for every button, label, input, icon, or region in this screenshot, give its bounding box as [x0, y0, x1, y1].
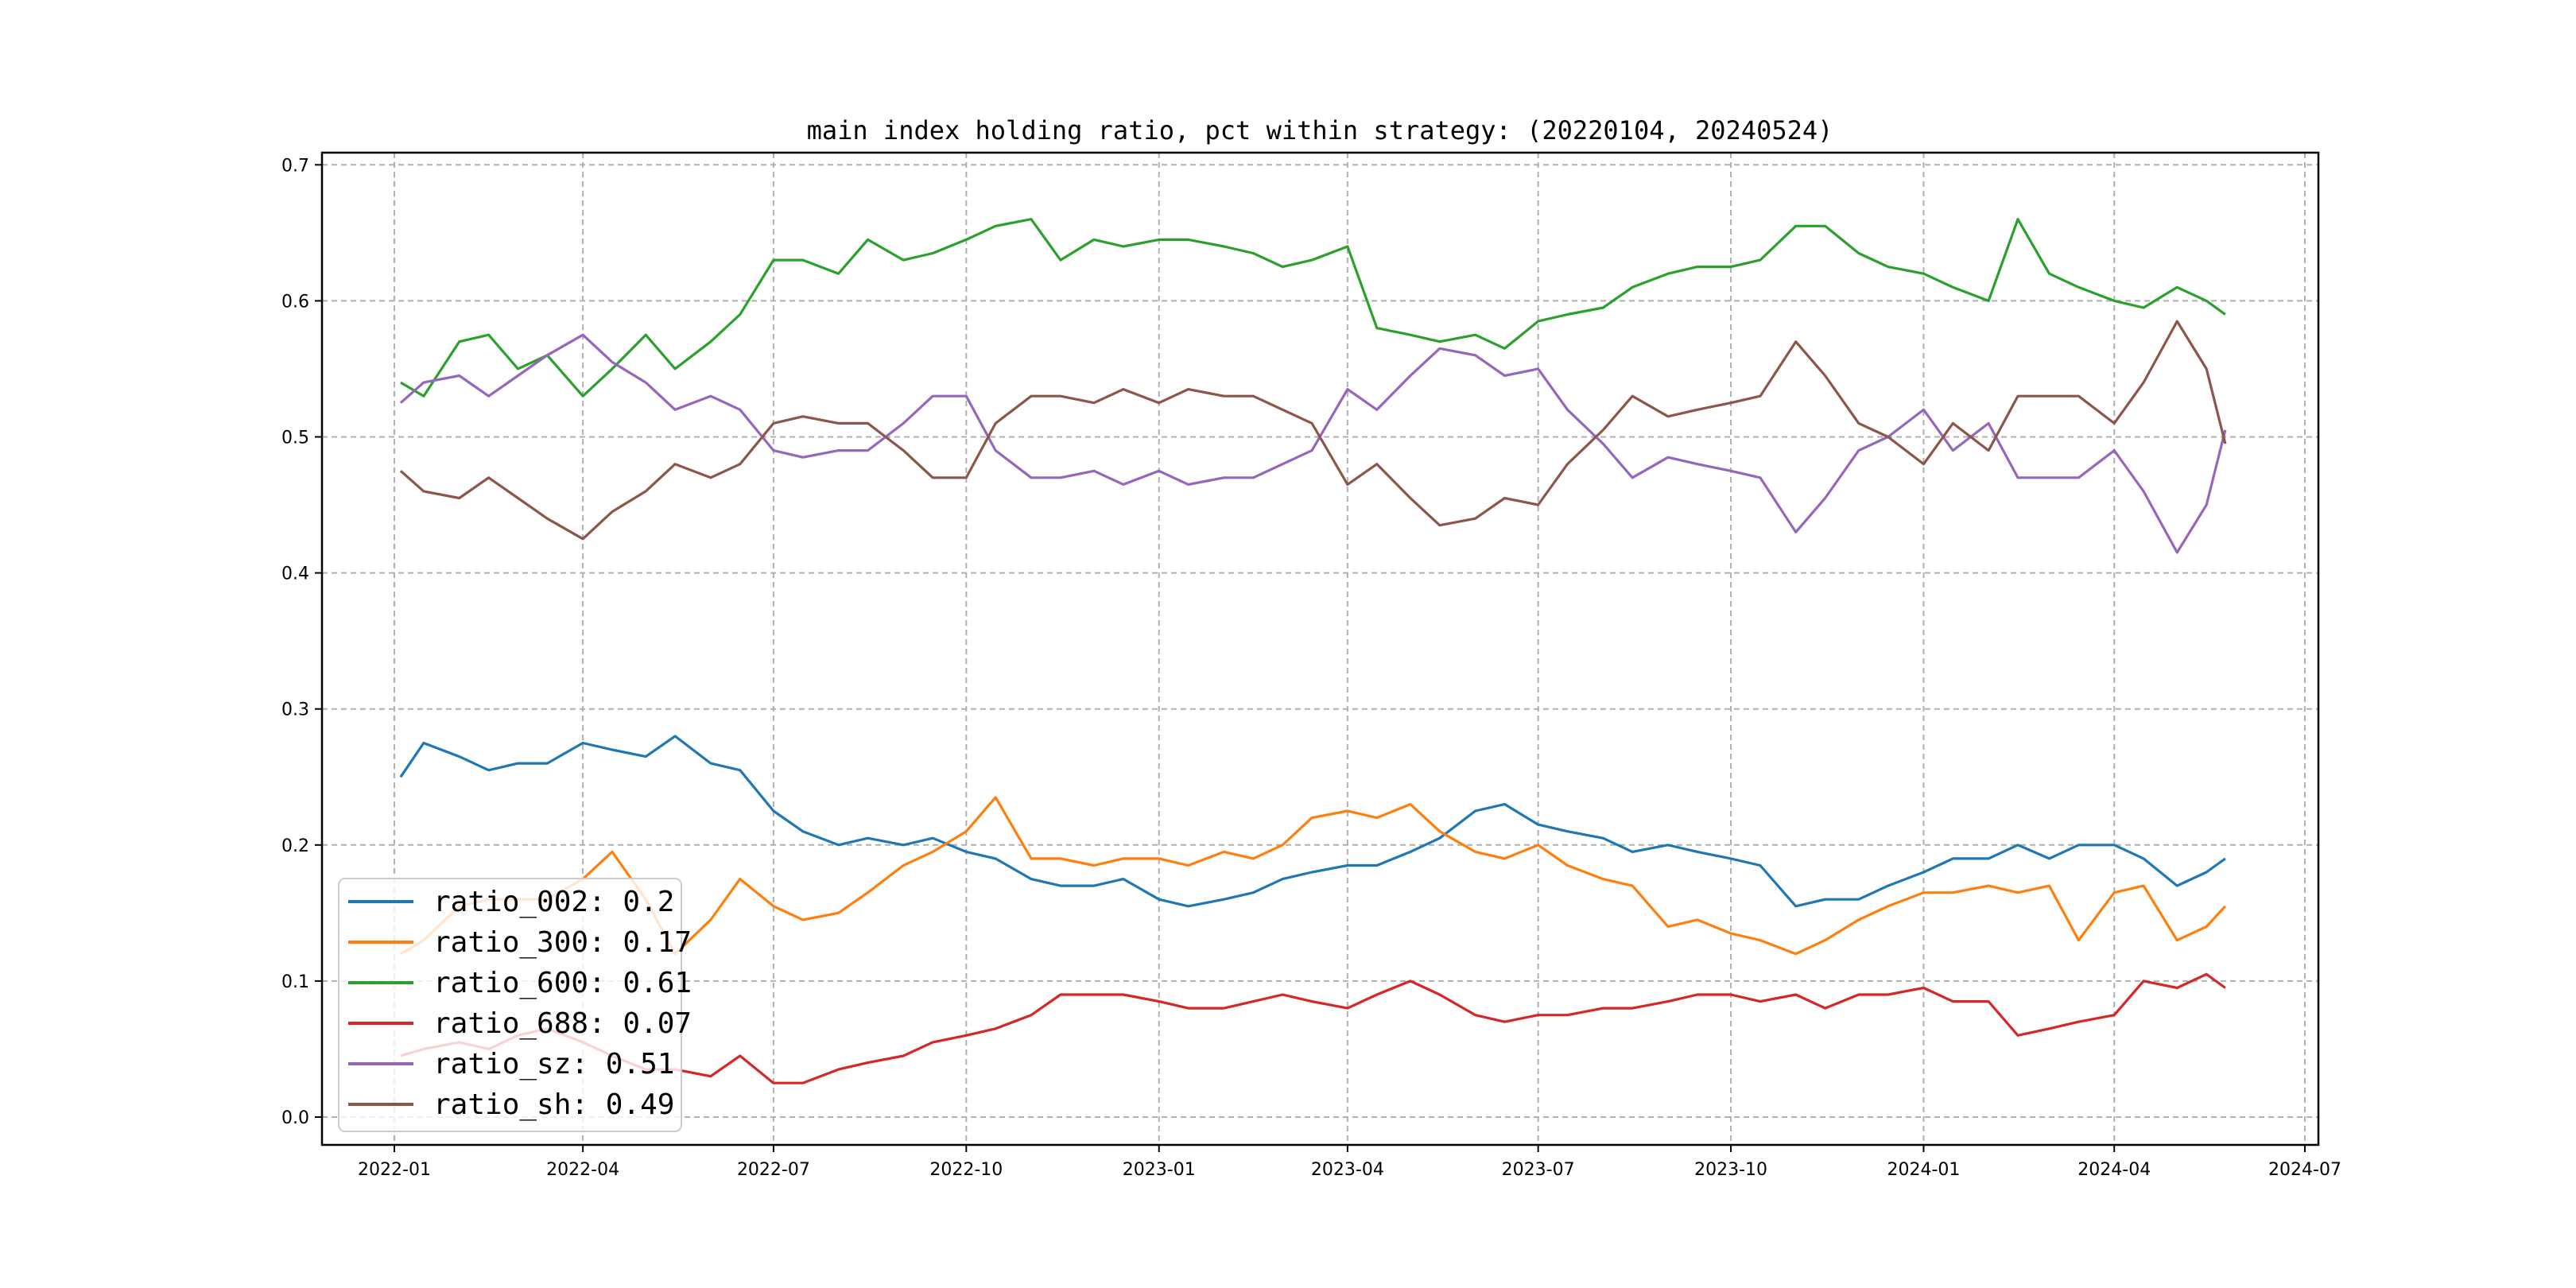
y-tick-label: 0.3: [281, 700, 309, 720]
x-tick-label: 2023-10: [1694, 1160, 1767, 1180]
y-tick-label: 0.0: [281, 1108, 309, 1128]
y-axis: 0.0 0.1 0.2 0.3 0.4 0.5 0.6 0.7: [281, 156, 322, 1128]
y-tick-label: 0.5: [281, 429, 309, 448]
legend-label: ratio_300: 0.17: [433, 926, 692, 959]
x-tick-label: 2022-01: [358, 1160, 431, 1180]
legend-label: ratio_600: 0.61: [433, 967, 692, 999]
x-tick-label: 2022-07: [737, 1160, 810, 1180]
x-tick-label: 2024-01: [1887, 1160, 1960, 1180]
x-tick-label: 2024-04: [2077, 1160, 2151, 1180]
legend-label: ratio_sz: 0.51: [433, 1048, 674, 1080]
legend-label: ratio_688: 0.07: [433, 1007, 692, 1040]
y-tick-label: 0.2: [281, 836, 309, 856]
legend-box: [338, 878, 682, 1132]
x-tick-label: 2024-07: [2268, 1160, 2341, 1180]
y-tick-label: 0.6: [281, 292, 309, 312]
legend-label: ratio_sh: 0.49: [433, 1088, 674, 1121]
x-tick-label: 2022-04: [546, 1160, 619, 1180]
y-tick-label: 0.7: [281, 156, 309, 176]
y-tick-label: 0.1: [281, 972, 309, 992]
plot-frame: [320, 151, 2320, 1146]
x-tick-label: 2023-07: [1502, 1160, 1575, 1180]
legend-label: ratio_002: 0.2: [433, 886, 674, 918]
y-tick-label: 0.4: [281, 564, 309, 584]
chart-title: main index holding ratio, pct within str…: [807, 115, 1833, 145]
x-tick-label: 2023-01: [1123, 1160, 1196, 1180]
x-tick-label: 2023-04: [1311, 1160, 1384, 1180]
x-axis: 2022-01 2022-04 2022-07 2022-10 2023-01 2023-…: [358, 1145, 2341, 1180]
series-lines: [399, 218, 2227, 1084]
legend: ratio_002: 0.2 ratio_300: 0.17 ratio_600: …: [338, 878, 692, 1132]
x-tick-label: 2022-10: [929, 1160, 1003, 1180]
